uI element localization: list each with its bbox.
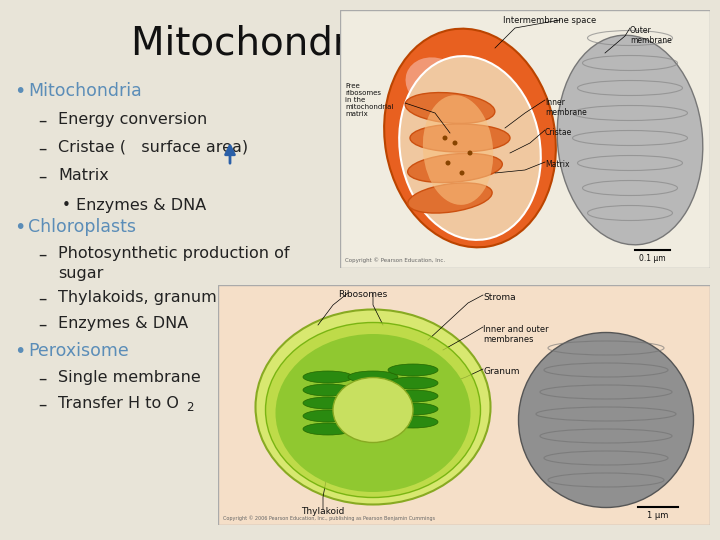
Text: •: • <box>14 82 25 101</box>
Text: –: – <box>38 112 46 130</box>
Text: •: • <box>14 218 25 237</box>
Ellipse shape <box>348 384 398 396</box>
Text: Energy conversion: Energy conversion <box>58 112 207 127</box>
Text: Copyright © 2006 Pearson Education, Inc., publishing as Pearson Benjamin Cumming: Copyright © 2006 Pearson Education, Inc.… <box>223 515 435 521</box>
Text: Inner
membrane: Inner membrane <box>545 98 587 117</box>
Text: Peroxisome: Peroxisome <box>28 342 129 360</box>
Text: 1 μm: 1 μm <box>647 511 669 520</box>
Ellipse shape <box>388 377 438 389</box>
Text: –: – <box>38 140 46 158</box>
Ellipse shape <box>303 384 353 396</box>
Text: Matrix: Matrix <box>58 168 109 183</box>
Ellipse shape <box>388 416 438 428</box>
Text: –: – <box>38 396 46 414</box>
Text: Thylakoid: Thylakoid <box>301 507 345 516</box>
Text: –: – <box>38 246 46 264</box>
FancyBboxPatch shape <box>218 285 710 525</box>
Circle shape <box>443 136 448 140</box>
Ellipse shape <box>557 35 703 245</box>
Ellipse shape <box>384 29 556 247</box>
Ellipse shape <box>408 153 503 183</box>
Ellipse shape <box>423 95 493 205</box>
Ellipse shape <box>303 423 353 435</box>
Text: Enzymes & DNA: Enzymes & DNA <box>58 316 188 331</box>
Text: sugar: sugar <box>58 266 104 281</box>
Ellipse shape <box>266 322 480 497</box>
Ellipse shape <box>276 334 470 492</box>
Ellipse shape <box>333 377 413 442</box>
Text: Inner and outer
membranes: Inner and outer membranes <box>483 325 549 345</box>
Ellipse shape <box>348 423 398 435</box>
Ellipse shape <box>405 92 495 124</box>
Ellipse shape <box>348 371 398 383</box>
Text: Granum: Granum <box>483 367 520 376</box>
Ellipse shape <box>388 364 438 376</box>
Ellipse shape <box>256 309 490 504</box>
Ellipse shape <box>348 397 398 409</box>
Text: Ribosomes: Ribosomes <box>338 290 387 299</box>
Circle shape <box>446 160 451 165</box>
Ellipse shape <box>405 57 464 109</box>
Text: Transfer H to O: Transfer H to O <box>58 396 179 411</box>
Text: –: – <box>38 168 46 186</box>
Text: Photosynthetic production of: Photosynthetic production of <box>58 246 289 261</box>
FancyBboxPatch shape <box>340 10 710 268</box>
Circle shape <box>467 151 472 156</box>
Ellipse shape <box>348 410 398 422</box>
Text: –: – <box>38 290 46 308</box>
Text: Mitochondria: Mitochondria <box>28 82 142 100</box>
Text: Copyright © Pearson Education, Inc.: Copyright © Pearson Education, Inc. <box>345 258 445 263</box>
Ellipse shape <box>518 333 693 508</box>
Circle shape <box>459 171 464 176</box>
Ellipse shape <box>303 410 353 422</box>
Text: 2: 2 <box>186 401 194 414</box>
Text: Single membrane: Single membrane <box>58 370 201 385</box>
Text: •: • <box>62 198 71 213</box>
Ellipse shape <box>410 124 510 152</box>
Text: Free
ribosomes
in the
mitochondrial
matrix: Free ribosomes in the mitochondrial matr… <box>345 83 393 117</box>
Text: Cristae (   surface area): Cristae ( surface area) <box>58 140 248 155</box>
Text: •: • <box>14 342 25 361</box>
Text: Enzymes & DNA: Enzymes & DNA <box>76 198 206 213</box>
Ellipse shape <box>303 371 353 383</box>
Text: –: – <box>38 316 46 334</box>
Text: –: – <box>38 370 46 388</box>
Text: Mitochondria & Chloroplasts: Mitochondria & Chloroplasts <box>131 25 679 63</box>
Text: Cristae: Cristae <box>545 128 572 137</box>
Text: Chloroplasts: Chloroplasts <box>28 218 136 236</box>
Ellipse shape <box>388 403 438 415</box>
Text: Stroma: Stroma <box>483 293 516 302</box>
Ellipse shape <box>303 397 353 409</box>
Ellipse shape <box>408 183 492 213</box>
Circle shape <box>452 140 457 145</box>
Text: Thylakoids, granum, stroma: Thylakoids, granum, stroma <box>58 290 283 305</box>
Ellipse shape <box>388 390 438 402</box>
Ellipse shape <box>399 56 541 240</box>
Text: Matrix: Matrix <box>545 160 570 169</box>
Text: Outer
membrane: Outer membrane <box>630 26 672 45</box>
Text: Intermembrane space: Intermembrane space <box>503 16 597 25</box>
Text: 0.1 μm: 0.1 μm <box>639 254 665 263</box>
